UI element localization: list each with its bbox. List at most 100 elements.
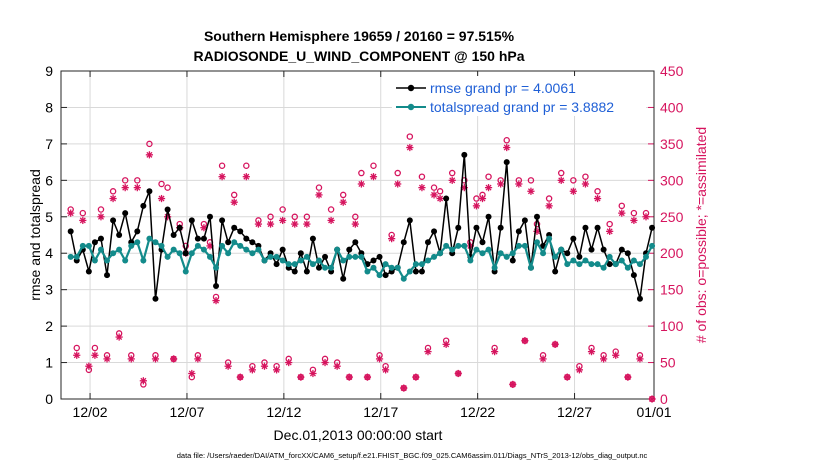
spread-point xyxy=(219,242,226,249)
rmse-point xyxy=(182,250,189,257)
asterisk-stroke xyxy=(352,221,359,228)
possible-obs-point xyxy=(594,188,601,195)
assimilated-obs-point xyxy=(400,384,408,392)
assimilated-obs-point xyxy=(430,191,438,199)
asterisk-stroke xyxy=(261,363,268,370)
spread-point xyxy=(315,257,322,264)
possible-obs-point xyxy=(582,173,589,180)
x-tick-label: 12/07 xyxy=(169,404,204,420)
assimilated-obs-point xyxy=(636,355,644,363)
assimilated-obs-point xyxy=(563,373,571,381)
assimilated-obs-point xyxy=(139,377,147,385)
assimilated-obs-point xyxy=(230,198,238,206)
spread-point xyxy=(570,257,577,264)
rmse-point xyxy=(418,268,425,275)
assimilated-obs-point xyxy=(236,373,244,381)
rmse-point xyxy=(624,250,631,257)
y-right-tick-label: 400 xyxy=(660,99,684,115)
spread-point xyxy=(376,272,383,279)
spread-point xyxy=(97,246,104,253)
rmse-point xyxy=(273,261,280,268)
asterisk-stroke xyxy=(85,363,92,370)
asterisk-stroke xyxy=(303,221,310,228)
spread-point xyxy=(146,235,153,242)
possible-obs-point xyxy=(79,209,87,217)
assimilated-obs-point xyxy=(557,176,565,184)
rmse-point xyxy=(340,275,347,282)
asterisk-stroke xyxy=(552,341,559,348)
asterisk-stroke xyxy=(449,177,456,184)
y-axis-label-left: rmse and totalspread xyxy=(27,169,43,301)
assimilated-obs-point xyxy=(103,355,111,363)
rmse-point xyxy=(237,228,244,235)
assimilated-obs-point xyxy=(67,209,75,217)
spread-point xyxy=(624,264,631,271)
assimilated-obs-point xyxy=(406,143,414,152)
asterisk-stroke xyxy=(540,355,547,362)
possible-obs-point xyxy=(430,184,438,191)
assimilated-obs-point xyxy=(575,366,583,374)
rmse-point xyxy=(134,228,141,235)
assimilated-obs-point xyxy=(254,220,263,228)
spread-point xyxy=(297,257,304,264)
asterisk-stroke xyxy=(546,202,553,209)
possible-obs-point xyxy=(352,213,359,221)
possible-obs-point xyxy=(243,162,250,170)
spread-point xyxy=(128,242,135,249)
possible-obs-point xyxy=(339,191,347,199)
y-left-tick-label: 7 xyxy=(45,136,53,152)
assimilated-obs-point xyxy=(418,184,426,192)
rmse-point xyxy=(376,253,383,260)
assimilated-obs-point xyxy=(188,369,196,378)
spread-point xyxy=(479,250,486,257)
assimilated-obs-point xyxy=(218,173,226,181)
assimilated-obs-point xyxy=(133,184,141,192)
possible-obs-point xyxy=(527,177,535,184)
assimilated-obs-point xyxy=(381,366,390,374)
assimilated-obs-point xyxy=(442,340,450,348)
rmse-point xyxy=(200,235,207,242)
possible-obs-point xyxy=(570,177,577,184)
asterisk-stroke xyxy=(291,221,298,228)
y-left-tick-label: 9 xyxy=(45,63,53,79)
spread-point xyxy=(461,242,468,249)
y-left-tick-label: 6 xyxy=(45,172,53,188)
possible-obs-point xyxy=(394,169,401,177)
assimilated-obs-point xyxy=(212,297,220,305)
spread-point xyxy=(261,257,268,264)
assimilated-obs-point xyxy=(521,337,529,345)
assimilated-obs-point xyxy=(593,194,602,203)
x-tick-label: 12/17 xyxy=(363,404,398,420)
rmse-point xyxy=(576,253,583,260)
assimilated-obs-point xyxy=(291,220,299,228)
rmse-point xyxy=(515,228,522,235)
asterisk-stroke xyxy=(443,341,450,348)
asterisk-stroke xyxy=(152,355,159,362)
rmse-point xyxy=(249,239,256,246)
spread-point xyxy=(370,264,377,271)
assimilated-obs-point xyxy=(642,213,650,221)
asterisk-stroke xyxy=(424,348,431,355)
spread-point xyxy=(79,242,86,249)
rmse-point xyxy=(170,232,177,238)
assimilated-obs-point xyxy=(109,194,117,203)
asterisk-stroke xyxy=(116,334,123,341)
spread-point xyxy=(540,250,547,257)
asterisk-stroke xyxy=(643,213,650,220)
asterisk-stroke xyxy=(564,374,571,381)
possible-obs-point xyxy=(91,344,99,352)
rmse-point xyxy=(67,228,74,235)
assimilated-obs-point xyxy=(436,194,444,203)
assimilated-obs-point xyxy=(375,355,384,363)
rmse-point xyxy=(346,246,353,253)
spread-point xyxy=(231,239,238,246)
x-axis-label: Dec.01,2013 00:00:00 start xyxy=(274,427,443,443)
possible-obs-point xyxy=(606,220,613,228)
rmse-point xyxy=(412,268,419,275)
x-tick-label: 12/27 xyxy=(557,404,592,420)
asterisk-stroke xyxy=(503,144,510,151)
assimilated-obs-point xyxy=(648,395,656,403)
assimilated-obs-point xyxy=(272,366,281,374)
asterisk-stroke xyxy=(364,374,371,381)
assimilated-obs-point xyxy=(79,216,87,225)
